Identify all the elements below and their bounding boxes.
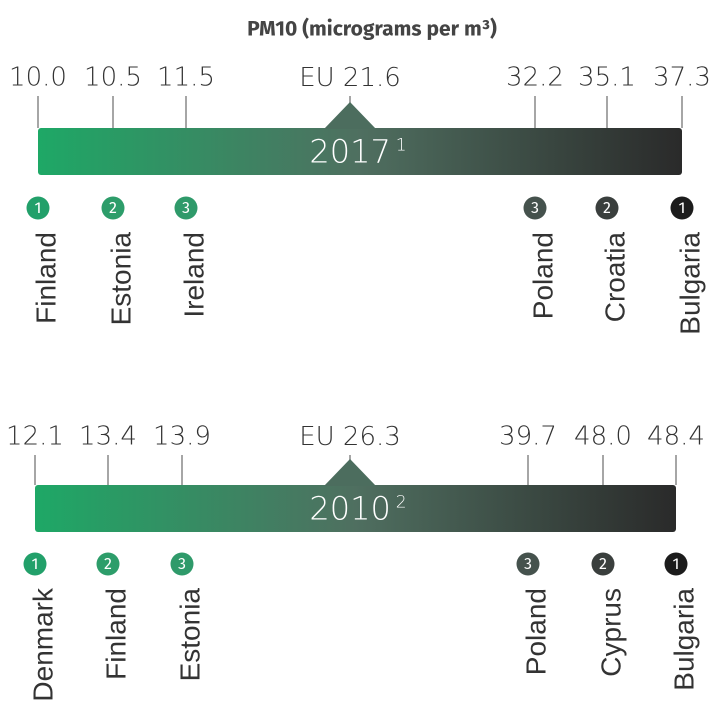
rank-badge [96,552,120,576]
year: 2010 [309,490,390,528]
eu-value: 26.3 [343,422,401,452]
rank-badge [523,196,547,220]
value-label: 32.2 [506,63,564,93]
rank-badge [595,196,619,220]
rank-badge [670,196,694,220]
rank: 3 [531,199,539,218]
rank-badge [664,552,688,576]
year-label: 2017 1 [309,133,406,171]
title: PM10 (micrograms per m³) [247,16,497,42]
year: 2017 [309,133,390,171]
value-label: 11.5 [157,63,215,93]
value-label: 12.1 [6,422,64,452]
rank: 1 [673,555,680,574]
rank: 1 [35,199,42,218]
eu-text: EU [299,63,334,93]
country: Poland [527,232,558,319]
rank-badge [170,552,194,576]
value-label: 13.4 [79,422,137,452]
country: Denmark [27,587,58,702]
eu-marker [324,102,376,129]
value-label: 48.4 [647,422,705,452]
rank-badge [23,552,47,576]
country: Cyprus [595,588,626,677]
value-label: 37.3 [653,63,711,93]
rank: 2 [104,555,112,574]
country: Finland [30,232,61,324]
rank-badge [101,196,125,220]
rank-badge [516,552,540,576]
value-label: 35.1 [578,63,636,93]
year-label: 2010 2 [309,490,406,528]
rank: 3 [182,199,190,218]
rank: 2 [109,199,117,218]
eu-text: EU [299,422,334,452]
eu-label: EU 21.6 [299,63,401,93]
value-label: 10.5 [84,63,142,93]
rank: 3 [524,555,532,574]
country: Poland [520,588,551,675]
rank-badge [26,196,50,220]
value-label: 48.0 [574,422,632,452]
bar [38,128,682,175]
country: Ireland [178,232,209,318]
country: Estonia [105,232,136,326]
rank: 2 [599,555,607,574]
rank: 1 [32,555,39,574]
rank: 3 [178,555,186,574]
country: Croatia [599,232,630,323]
rank: 1 [679,199,686,218]
value-label: 10.0 [9,63,67,93]
country: Estonia [174,588,205,682]
value-label: 39.7 [499,422,557,452]
rank-badge [174,196,198,220]
country: Finland [100,588,131,680]
footnote: 2 [396,493,407,513]
country: Bulgaria [674,232,705,335]
eu-label: EU 26.3 [299,422,401,452]
bar [35,485,676,532]
country: Bulgaria [668,588,699,691]
footnote: 1 [396,136,407,156]
eu-value: 21.6 [343,63,401,93]
rank: 2 [603,199,611,218]
rank-badge [591,552,615,576]
value-label: 13.9 [153,422,211,452]
eu-marker [324,459,376,486]
